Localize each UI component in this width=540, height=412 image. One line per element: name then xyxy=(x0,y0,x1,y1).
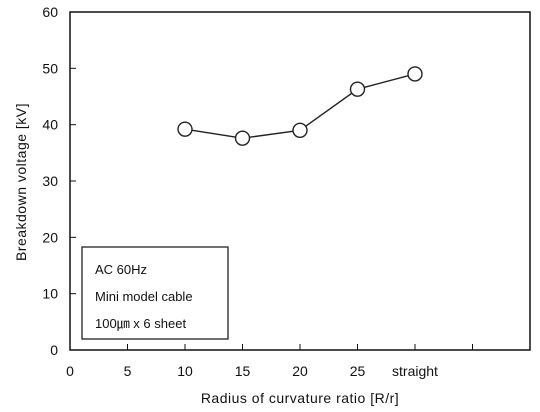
x-tick-label: 25 xyxy=(350,363,366,379)
annotation-line-2: Mini model cable xyxy=(95,289,193,304)
data-point xyxy=(177,121,193,137)
y-axis-ticks: 0 10 20 30 40 50 60 xyxy=(42,4,76,358)
annotation-line-3: 100㎛ x 6 sheet xyxy=(95,316,186,332)
x-tick-label: 20 xyxy=(292,363,308,379)
data-point xyxy=(349,81,366,97)
annotation-frame xyxy=(81,246,229,340)
y-tick-label: 30 xyxy=(42,173,58,189)
y-axis-label: Breakdown voltage [kV] xyxy=(13,103,29,261)
x-tick-label: 0 xyxy=(66,363,74,379)
data-point xyxy=(292,122,308,139)
data-point xyxy=(407,66,423,82)
data-point xyxy=(234,130,251,146)
x-axis-label: Radius of curvature ratio [R/r] xyxy=(201,390,399,406)
x-tick-label: 10 xyxy=(177,363,193,379)
x-axis-ticks: 0 5 10 15 20 25 straight xyxy=(66,344,473,379)
y-tick-label: 0 xyxy=(50,342,58,358)
y-tick-label: 40 xyxy=(42,117,58,133)
annotation-line-1: AC 60Hz xyxy=(95,262,147,277)
x-tick-label: 15 xyxy=(235,363,251,379)
y-tick-label: 50 xyxy=(42,60,58,76)
series-layer xyxy=(177,66,423,146)
annotation-box: AC 60Hz Mini model cable 100㎛ x 6 sheet xyxy=(81,246,229,340)
y-tick-label: 10 xyxy=(42,286,58,302)
x-tick-label: 5 xyxy=(124,363,132,379)
y-tick-label: 60 xyxy=(42,4,58,20)
x-tick-label: straight xyxy=(392,363,438,379)
y-tick-label: 20 xyxy=(42,229,58,245)
